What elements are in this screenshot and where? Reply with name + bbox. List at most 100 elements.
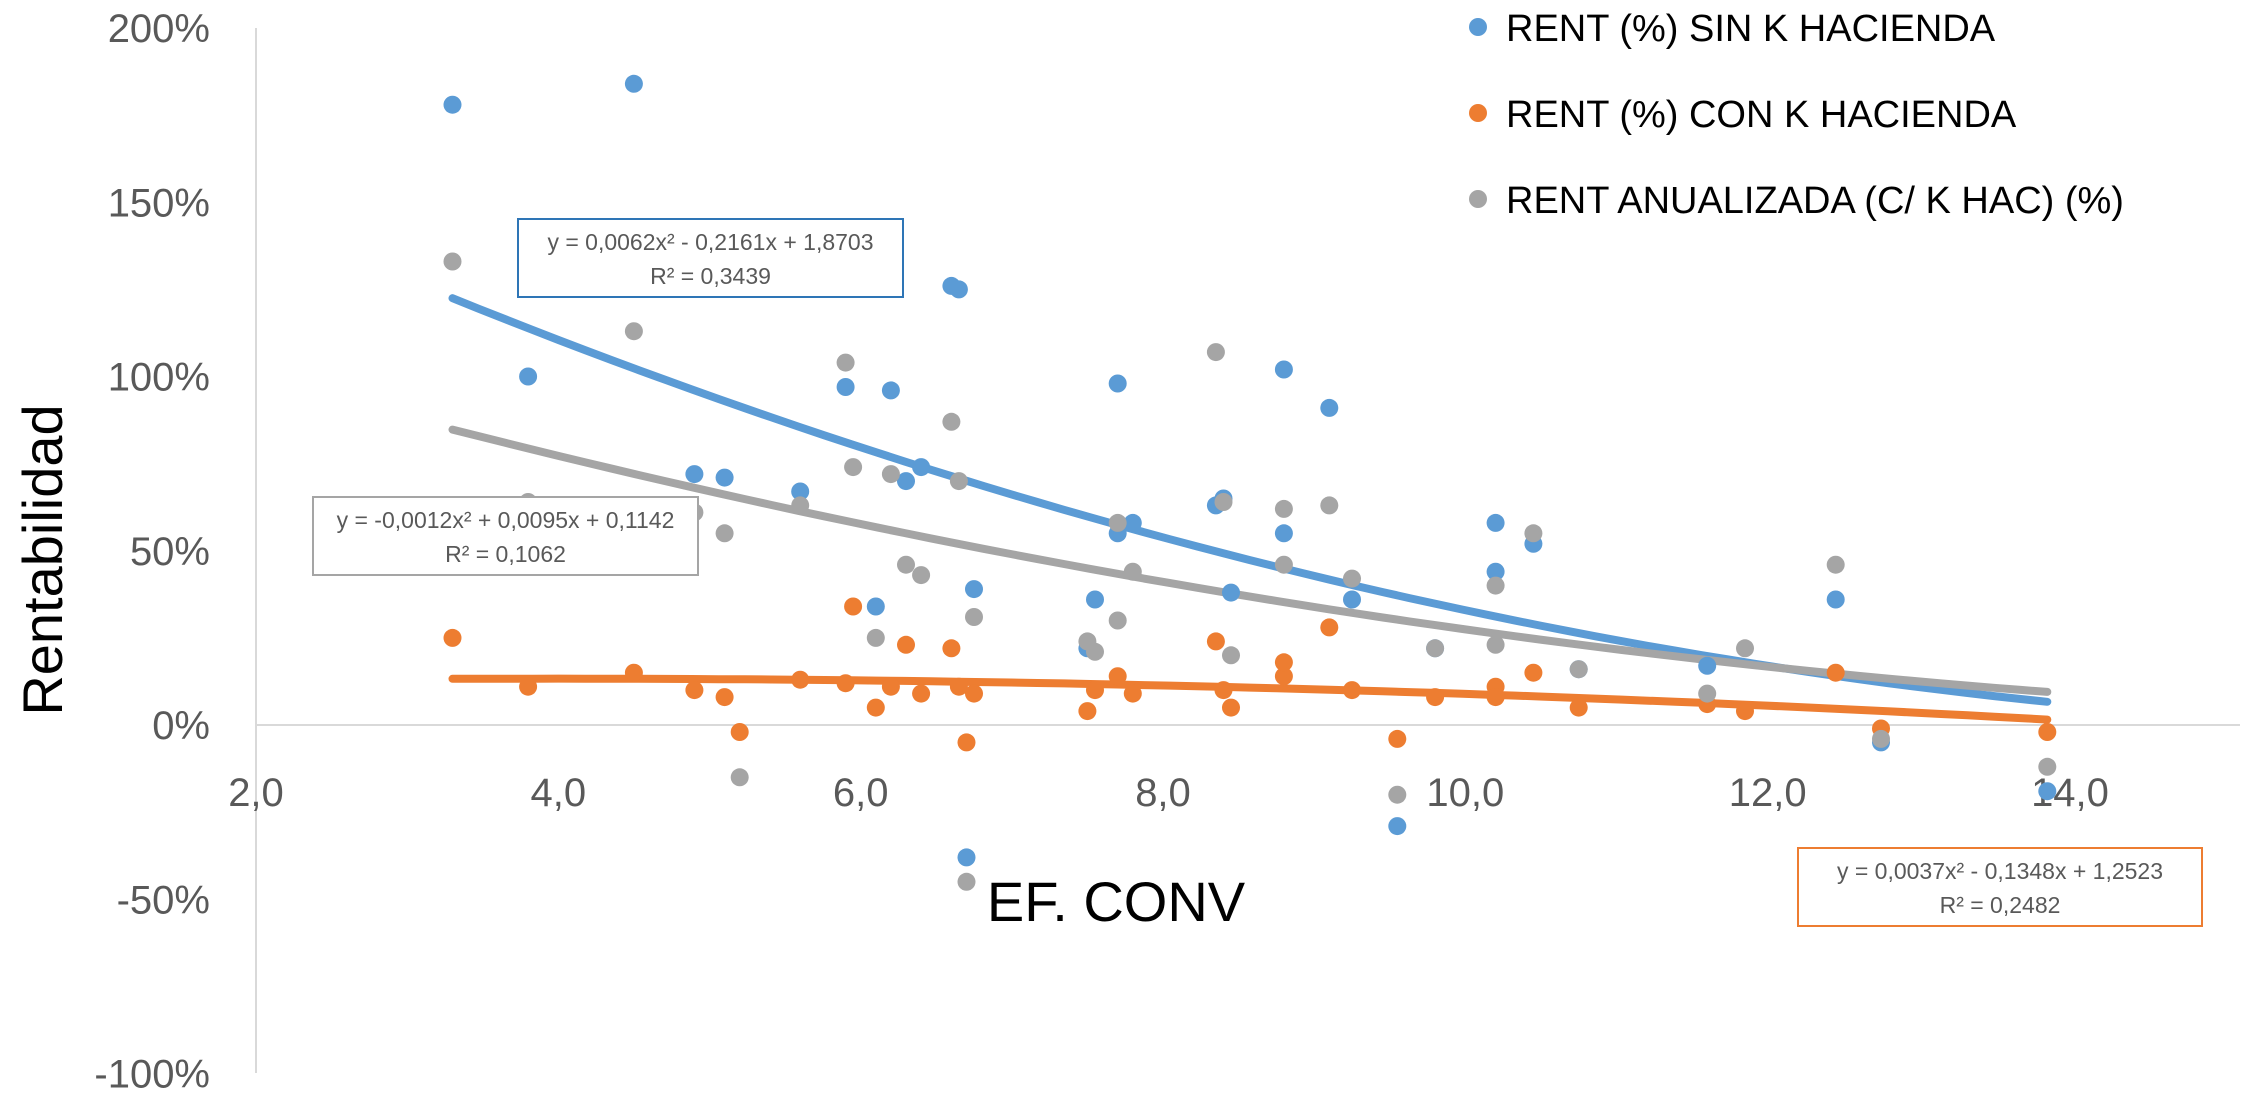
y-tick-label: 0% [152, 704, 210, 748]
data-point [2038, 782, 2057, 801]
x-tick-label: 4,0 [531, 771, 587, 815]
data-point [791, 496, 810, 515]
data-point [1524, 663, 1543, 682]
data-point [519, 367, 538, 386]
x-tick-label: 12,0 [1729, 771, 1807, 815]
data-point [912, 684, 931, 703]
data-point [1123, 513, 1142, 532]
data-point [836, 353, 855, 372]
data-point [1086, 590, 1104, 609]
data-point [957, 872, 976, 891]
data-point [1222, 698, 1240, 717]
data-point [844, 458, 863, 477]
x-tick-labels: 2,0 4,0 6,0 8,0 10,0 12,0 14,0 [228, 771, 2109, 815]
legend-marker [1469, 18, 1487, 36]
data-point [942, 412, 961, 431]
legend-entry: RENT (%) SIN K HACIENDA [1506, 8, 1996, 50]
data-point [1274, 499, 1293, 518]
data-point [1486, 688, 1505, 707]
data-point [1698, 684, 1717, 703]
data-point [624, 74, 643, 93]
data-point [1086, 642, 1104, 661]
data-point [1123, 562, 1142, 581]
data-point [897, 555, 915, 574]
x-tick-label: 2,0 [228, 771, 284, 815]
data-point [685, 465, 704, 484]
data-point [1826, 555, 1845, 574]
data-point [836, 674, 855, 693]
data-point [881, 465, 900, 484]
data-point [1274, 360, 1293, 379]
data-point [1343, 681, 1361, 700]
data-point [881, 381, 900, 400]
trendline-r-squared: R² = 0,2482 [1940, 892, 2061, 918]
data-point [1274, 524, 1293, 543]
data-point [1222, 583, 1240, 602]
data-point [685, 681, 704, 700]
legend-marker [1469, 104, 1487, 122]
data-point [1698, 656, 1717, 675]
data-point [730, 723, 749, 741]
legend-marker [1469, 190, 1487, 208]
data-point [1388, 785, 1407, 804]
data-point [1214, 681, 1233, 700]
data-point [912, 458, 931, 477]
data-point [897, 472, 915, 491]
data-point [949, 280, 968, 299]
data-point [1108, 513, 1127, 532]
data-point [624, 663, 643, 682]
data-point [443, 628, 462, 647]
data-point [715, 688, 734, 707]
trendline-r-squared: R² = 0,1062 [445, 541, 566, 567]
data-point [2038, 723, 2057, 741]
trendline [448, 425, 2052, 696]
legend-entry: RENT ANUALIZADA (C/ K HAC) (%) [1506, 180, 2124, 222]
data-point [844, 597, 863, 616]
y-tick-label: 150% [108, 181, 210, 225]
data-point [912, 566, 931, 585]
y-tick-label: 50% [130, 530, 210, 574]
data-point [942, 639, 961, 658]
data-point [836, 378, 855, 396]
data-point [1206, 632, 1225, 651]
data-point [791, 670, 810, 689]
data-point [1274, 653, 1293, 672]
data-point [1108, 667, 1127, 686]
data-point [965, 580, 983, 599]
data-point [866, 628, 885, 647]
data-point [1486, 576, 1505, 595]
equation-box [312, 496, 699, 576]
data-point [1214, 493, 1233, 511]
data-point [1426, 688, 1445, 707]
y-axis-title: Rentabilidad [11, 404, 74, 715]
data-point [519, 677, 538, 696]
trendline-equation: y = 0,0037x² - 0,1348x + 1,2523 [1837, 858, 2163, 884]
data-point [1320, 496, 1339, 515]
x-tick-label: 8,0 [1135, 771, 1191, 815]
trendline-equations: y = 0,0062x² - 0,2161x + 1,8703 R² = 0,34… [312, 218, 2203, 927]
legend: RENT (%) SIN K HACIENDA RENT (%) CON K HA… [1469, 8, 2124, 222]
y-tick-label: 100% [108, 356, 210, 400]
y-tick-label: 200% [108, 7, 210, 51]
trendline-equation: y = 0,0062x² - 0,2161x + 1,8703 [547, 229, 873, 255]
data-point [866, 698, 885, 717]
data-point [1078, 702, 1097, 721]
data-point [965, 608, 983, 626]
axes [255, 28, 2240, 1073]
data-point [957, 848, 976, 867]
data-point [1274, 667, 1293, 686]
data-point [1123, 684, 1142, 703]
y-tick-label: -100% [94, 1053, 210, 1093]
data-point [1569, 660, 1588, 679]
data-point [1826, 663, 1845, 682]
data-point [1569, 698, 1588, 717]
data-point [730, 768, 749, 787]
data-point [1388, 729, 1407, 748]
data-point [791, 482, 810, 501]
data-point [715, 524, 734, 543]
data-point [443, 252, 462, 271]
data-point [1343, 590, 1361, 609]
data-point [1388, 817, 1407, 836]
x-axis-title: EF. CONV [987, 870, 1246, 933]
